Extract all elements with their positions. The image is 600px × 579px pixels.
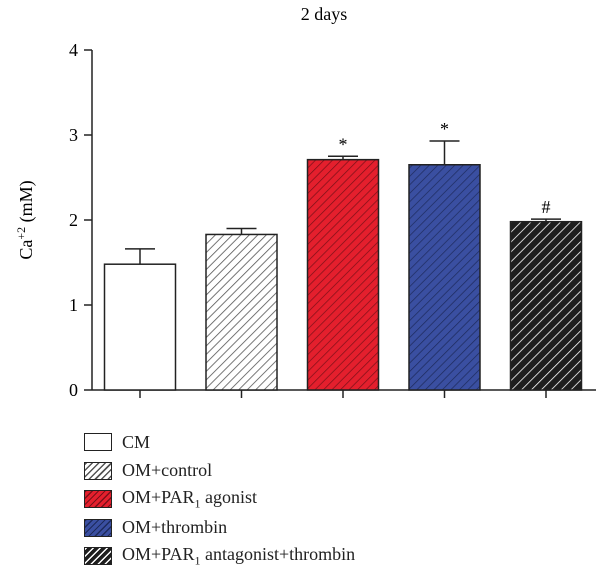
y-tick-label: 3 xyxy=(69,125,78,145)
legend-swatch xyxy=(84,490,112,509)
legend-item: OM+thrombin xyxy=(84,514,355,543)
y-tick-label: 4 xyxy=(69,40,78,60)
y-tick-label: 2 xyxy=(69,210,78,230)
legend-label: OM+thrombin xyxy=(122,517,228,538)
significance-marker: * xyxy=(339,134,348,154)
y-tick-label: 1 xyxy=(69,295,78,315)
bar xyxy=(408,164,481,391)
legend-item: OM+control xyxy=(84,457,355,486)
bar-group: * xyxy=(306,134,380,398)
chart-title: 2 days xyxy=(301,4,348,24)
legend-label: CM xyxy=(122,431,151,452)
bar xyxy=(306,158,380,391)
legend-swatch xyxy=(84,461,112,480)
bar-chart: 2 days Ca+2 (mM) 0 1 2 3 4 * * # xyxy=(14,4,596,400)
legend-swatch xyxy=(84,518,112,537)
legend-swatch xyxy=(84,547,112,566)
legend-label: OM+control xyxy=(122,460,213,481)
legend-swatch xyxy=(84,433,112,452)
bar-group: * xyxy=(408,119,481,398)
bar-group xyxy=(103,248,177,398)
bar xyxy=(205,233,278,391)
significance-marker: * xyxy=(440,119,449,139)
legend-item: OM+PAR1 agonist xyxy=(84,485,355,514)
bar xyxy=(103,263,177,391)
bar-group: # xyxy=(509,197,583,398)
bar xyxy=(509,220,583,391)
bar-group xyxy=(205,227,278,398)
legend: CM OM+control OM+PAR1 agonist OM+thrombin OM… xyxy=(84,428,355,571)
legend-item: CM xyxy=(84,428,355,457)
legend-label: OM+PAR1 antagonist+thrombin xyxy=(122,543,356,568)
legend-label: OM+PAR1 agonist xyxy=(122,486,258,511)
legend-item: OM+PAR1 antagonist+thrombin xyxy=(84,542,355,571)
y-tick-label: 0 xyxy=(69,380,78,400)
y-axis-label: Ca+2 (mM) xyxy=(14,180,37,259)
significance-marker: # xyxy=(542,197,551,217)
